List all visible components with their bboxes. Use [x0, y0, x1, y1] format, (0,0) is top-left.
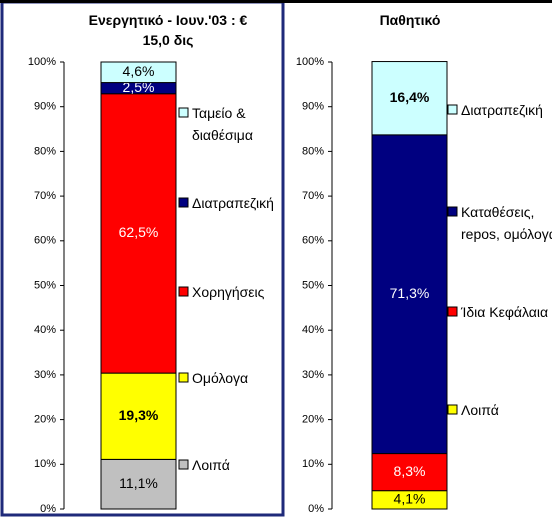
value-label: 19,3%: [119, 407, 159, 423]
value-label: 4,6%: [123, 63, 155, 79]
bar-segment: [371, 134, 448, 455]
value-label: 4,1%: [394, 491, 426, 507]
value-label: 16,4%: [390, 89, 430, 105]
legend-label: Λοιπά: [192, 457, 230, 473]
legend-swatch: [178, 197, 189, 208]
y-tick-label: 100%: [28, 56, 56, 68]
legend-label: Ίδια Κεφάλαια: [461, 304, 549, 320]
bar-segment: [100, 93, 177, 374]
y-tick-label: 30%: [302, 369, 324, 381]
legend-swatch: [178, 286, 189, 297]
legend-label: Ομόλογα: [192, 370, 249, 386]
y-tick-label: 70%: [34, 190, 56, 202]
legend-label: Χορηγήσεις: [192, 284, 265, 300]
legend-label: Λοιπά: [461, 402, 499, 418]
legend-label: Ταμείο & διαθέσιμα: [192, 105, 253, 143]
legend-swatch: [447, 306, 458, 317]
y-tick-label: 10%: [34, 458, 56, 470]
legend-swatch: [178, 459, 189, 470]
y-tick-label: 20%: [302, 414, 324, 426]
y-tick-label: 90%: [34, 101, 56, 113]
legend-label: Διατραπεζική: [192, 195, 274, 211]
y-tick-label: 100%: [296, 56, 324, 68]
y-tick-label: 60%: [34, 235, 56, 247]
bar-segment: [371, 453, 448, 492]
y-tick-label: 40%: [302, 324, 324, 336]
y-tick-label: 60%: [302, 235, 324, 247]
value-label: 11,1%: [119, 475, 158, 491]
legend-swatch: [178, 107, 189, 118]
bar-segment: [100, 372, 177, 460]
legend-swatch: [447, 104, 458, 115]
bar-segment: [371, 61, 448, 136]
y-tick-label: 70%: [302, 190, 324, 202]
value-label: 62,5%: [119, 224, 159, 240]
y-tick-label: 0%: [308, 503, 324, 515]
y-tick-label: 0%: [40, 503, 56, 515]
bar-segment: [100, 61, 177, 84]
y-tick-label: 50%: [34, 279, 56, 291]
legend-label: Καταθέσεις, repos, ομόλογα: [461, 204, 552, 242]
y-tick-label: 80%: [302, 145, 324, 157]
bar-segment: [100, 458, 177, 510]
y-tick-label: 80%: [34, 145, 56, 157]
y-tick-label: 50%: [302, 279, 324, 291]
legend-label: Διατραπεζική: [461, 102, 543, 118]
chart-title: Ενεργητικό - Ιουν.'03 : € 15,0 δις: [88, 12, 248, 48]
y-tick-label: 20%: [34, 414, 56, 426]
legend-swatch: [447, 206, 458, 217]
legend-swatch: [447, 404, 458, 415]
y-tick-label: 10%: [302, 458, 324, 470]
legend-swatch: [178, 372, 189, 383]
y-tick-label: 40%: [34, 324, 56, 336]
y-tick-label: 90%: [302, 101, 324, 113]
y-tick-label: 30%: [34, 369, 56, 381]
value-label: 8,3%: [394, 463, 426, 479]
value-label: 71,3%: [390, 285, 430, 301]
chart-title: Παθητικό: [379, 12, 441, 28]
